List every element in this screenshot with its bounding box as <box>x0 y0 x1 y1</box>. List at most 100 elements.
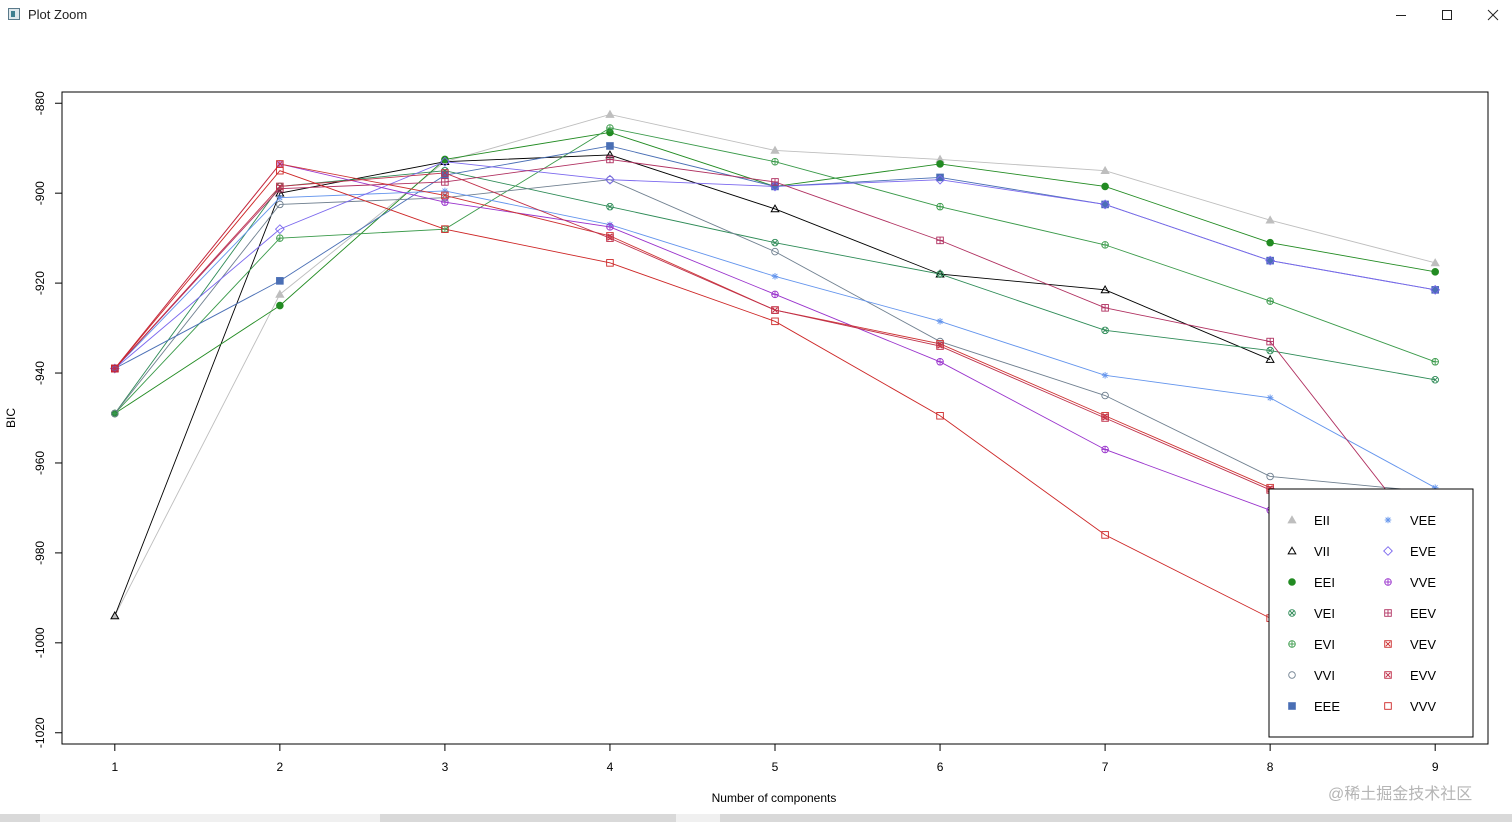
scrollbar-thumb[interactable] <box>40 814 380 822</box>
maximize-button[interactable] <box>1424 0 1470 30</box>
data-point <box>1431 268 1439 276</box>
legend-item: EEV <box>1384 606 1436 621</box>
series-line-evi <box>114 127 1436 414</box>
legend-item: VVE <box>1384 575 1436 590</box>
data-point <box>1383 546 1393 556</box>
x-tick-label: 3 <box>442 760 449 774</box>
data-point <box>771 247 779 256</box>
series-markers-eei <box>111 128 1439 418</box>
legend-item: EVE <box>1383 544 1436 559</box>
legend-label: EVV <box>1410 668 1436 683</box>
data-point <box>441 169 449 177</box>
data-point <box>1101 241 1109 249</box>
legend-item: EEE <box>1288 699 1340 714</box>
data-point <box>1101 414 1109 422</box>
series-markers-vii <box>110 150 1275 620</box>
x-tick-label: 5 <box>772 760 779 774</box>
data-point <box>441 225 449 233</box>
maximize-icon <box>1442 10 1452 20</box>
legend-label: EII <box>1314 513 1330 528</box>
data-point <box>606 223 614 231</box>
data-point <box>936 270 944 278</box>
legend-item: VEI <box>1288 606 1335 621</box>
data-point <box>770 145 780 154</box>
data-point <box>1431 358 1439 366</box>
data-point <box>936 202 944 211</box>
data-point <box>441 198 449 206</box>
data-point <box>936 342 944 350</box>
series-line-evv <box>114 172 1436 540</box>
horizontal-scrollbar[interactable] <box>0 814 1512 822</box>
data-point <box>771 290 779 299</box>
series-markers-vve <box>111 160 1439 553</box>
data-point <box>771 273 779 280</box>
data-point <box>1266 472 1274 481</box>
data-point <box>936 318 944 325</box>
data-point <box>1288 702 1296 710</box>
data-point <box>605 174 615 185</box>
legend-label: VEI <box>1314 606 1335 621</box>
legend-item: VII <box>1287 544 1330 559</box>
legend-label: EEE <box>1314 699 1340 714</box>
legend-item: VEV <box>1384 637 1436 652</box>
data-point <box>1431 376 1439 384</box>
data-point <box>111 364 119 373</box>
data-point <box>606 259 614 267</box>
data-point <box>441 225 449 233</box>
data-point <box>935 269 945 278</box>
series-line-vve <box>114 163 1436 549</box>
y-tick-label: -1020 <box>33 717 47 748</box>
legend-label: VVI <box>1314 668 1335 683</box>
data-point <box>1288 609 1296 617</box>
data-point <box>1100 285 1110 294</box>
data-point <box>1430 284 1441 295</box>
legend-item: VVI <box>1288 668 1335 683</box>
close-icon <box>1487 9 1499 21</box>
window-title: Plot Zoom <box>28 7 88 22</box>
data-point <box>275 289 285 298</box>
data-point <box>276 301 284 310</box>
series-markers-vvv <box>111 166 1439 661</box>
series-line-vvi <box>114 179 1436 493</box>
data-point <box>274 224 285 235</box>
data-point <box>1384 516 1392 524</box>
y-tick-label: -980 <box>33 541 47 565</box>
x-tick-label: 7 <box>1102 760 1109 774</box>
data-point <box>1100 199 1111 210</box>
legend-item: VVV <box>1384 699 1436 714</box>
data-point <box>276 182 284 191</box>
legend-label: EVE <box>1410 544 1436 559</box>
legend-label: VVE <box>1410 575 1436 590</box>
series-markers-vvi <box>111 175 1439 496</box>
series-markers-vee <box>111 187 1439 491</box>
close-button[interactable] <box>1470 0 1512 30</box>
x-axis-label: Number of components <box>712 791 837 805</box>
data-point <box>771 317 779 326</box>
legend-label: EVI <box>1314 637 1335 652</box>
data-point <box>936 160 944 168</box>
data-point <box>1101 445 1109 454</box>
data-point <box>1265 354 1275 363</box>
window-titlebar: Plot Zoom <box>0 0 1512 30</box>
legend-label: EEI <box>1314 575 1335 590</box>
data-point <box>439 156 450 167</box>
series-line-eei <box>114 132 1436 414</box>
legend-label: VVV <box>1410 699 1436 714</box>
data-point <box>606 155 614 164</box>
data-point <box>276 234 284 242</box>
data-point <box>1101 531 1109 539</box>
data-point <box>110 611 120 620</box>
data-point <box>1101 371 1109 379</box>
data-point <box>1287 546 1297 555</box>
data-point <box>1288 578 1296 586</box>
data-point <box>1265 215 1275 224</box>
data-point <box>1288 640 1296 648</box>
data-point <box>936 412 944 420</box>
data-point <box>605 109 615 118</box>
data-point <box>1101 200 1109 209</box>
data-point <box>606 175 614 184</box>
data-point <box>111 409 119 418</box>
y-tick-label: -940 <box>33 361 47 385</box>
minimize-button[interactable] <box>1378 0 1424 30</box>
data-point <box>770 204 780 213</box>
